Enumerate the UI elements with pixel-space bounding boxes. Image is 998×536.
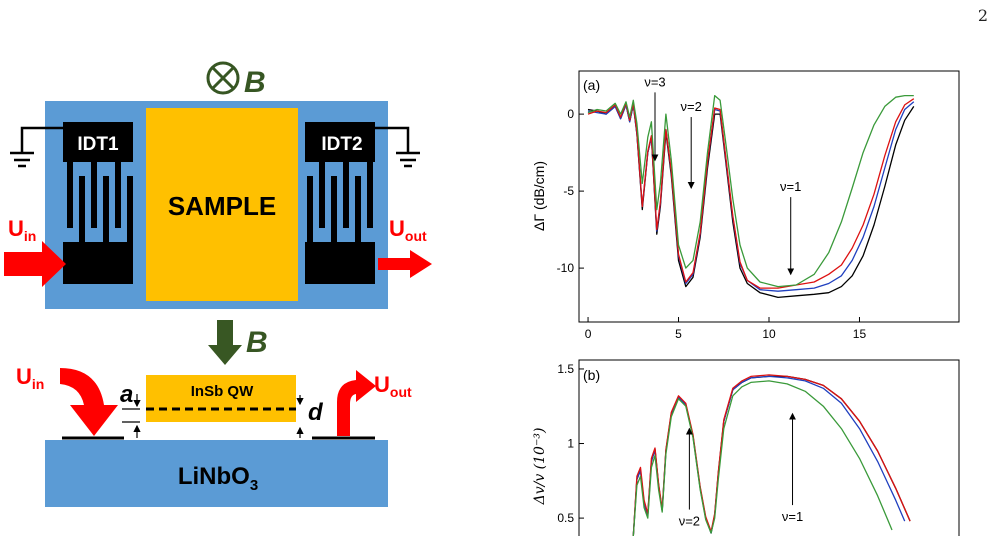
annotation-label: ν=2 [679,514,700,529]
y-tick-label: -5 [563,184,574,198]
annotation-label: ν=2 [681,99,702,114]
y-tick-label: -10 [557,261,575,275]
u-in-label-side: Uin [16,364,44,392]
idt2-label: IDT2 [321,134,362,155]
chart-panel-a: (a) ΔΓ (dB/cm) 0 5 10 15 0 -5 -10 ν=3 ν=2 ν=1 [531,70,960,341]
chart-a-ylabel: ΔΓ (dB/cm) [531,161,547,231]
output-arrow-top [378,250,432,278]
gap-a-marker [122,394,141,438]
b-field-down-arrow-icon [208,320,242,365]
series-line-0 [632,375,911,536]
insb-qw-block [146,375,296,422]
series-line-2 [632,374,911,536]
substrate-side-view [45,440,388,507]
idt1-electrode [63,122,133,284]
u-out-label-top: Uout [389,216,427,244]
annotation-label: ν=1 [782,509,803,524]
x-tick-label: 0 [585,327,592,341]
annotation-label: ν=1 [780,179,801,194]
output-arrow-side [337,370,376,436]
y-tick-label: 0.5 [557,511,574,525]
u-in-label-top: Uin [8,216,36,244]
chart-panel-b: (b) Δv/v (10⁻³) 1.5 1 0.5 ν=1 ν=2 [532,359,960,536]
gap-d-label: d [308,399,324,426]
idt2-electrode [305,122,375,284]
annotation-label: ν=3 [644,74,665,89]
series-line-1 [632,375,906,536]
b-field-label-side: B [246,326,268,359]
ground-right-icon [365,126,420,168]
series-line-3 [587,94,914,288]
ground-left-icon [10,126,65,168]
b-field-label-top: B [244,66,266,99]
sample-label: SAMPLE [168,191,276,221]
y-tick-label: 1 [567,437,574,451]
y-tick-label: 1.5 [557,362,574,376]
sample-block [146,108,298,301]
u-out-label-side: Uout [374,372,412,400]
saw-device-schematic: B IDT1 [4,61,432,507]
input-arrow-side [60,368,118,436]
x-tick-label: 10 [762,327,776,341]
b-field-into-page-icon [206,61,240,95]
chart-b-panel-label: (b) [583,367,600,383]
chart-a-panel-label: (a) [583,77,600,93]
insb-qw-label: InSb QW [191,383,254,400]
y-tick-label: 0 [567,107,574,121]
substrate-label: LiNbO3 [178,463,258,494]
series-line-3 [632,380,893,536]
input-arrow-top [4,241,66,287]
gap-a-label: a [120,381,133,408]
x-tick-label: 5 [675,327,682,341]
x-tick-label: 15 [853,327,867,341]
chart-b-frame [578,359,960,536]
chart-b-ylabel: Δv/v (10⁻³) [532,428,548,506]
idt1-label: IDT1 [77,134,119,155]
page-number: 2 [977,6,988,25]
plots: (a) ΔΓ (dB/cm) 0 5 10 15 0 -5 -10 ν=3 ν=2 ν=1 (b… [531,70,960,536]
